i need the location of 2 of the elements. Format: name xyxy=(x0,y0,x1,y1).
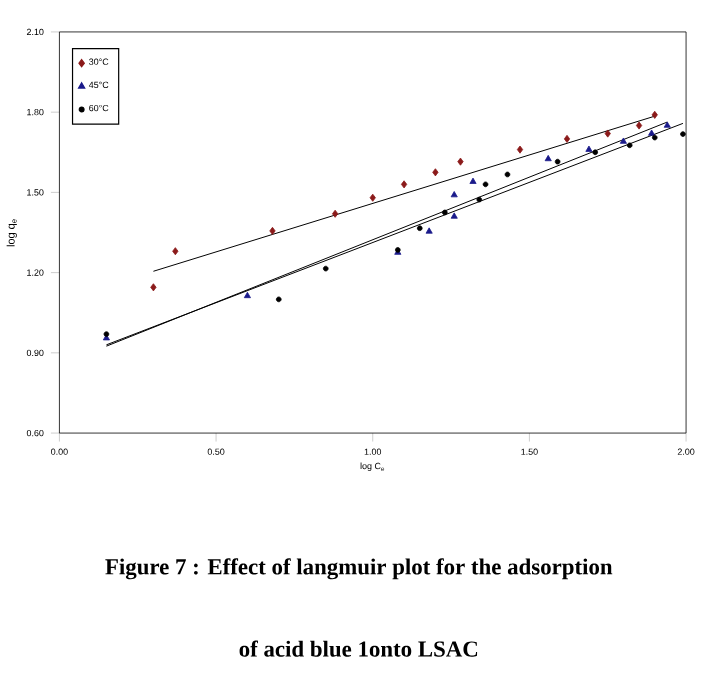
text: of acid blue 1onto LSAC xyxy=(239,640,478,657)
caption: Figure 7 : Effect of langmuir plot for the adsorption xyxy=(105,557,613,580)
